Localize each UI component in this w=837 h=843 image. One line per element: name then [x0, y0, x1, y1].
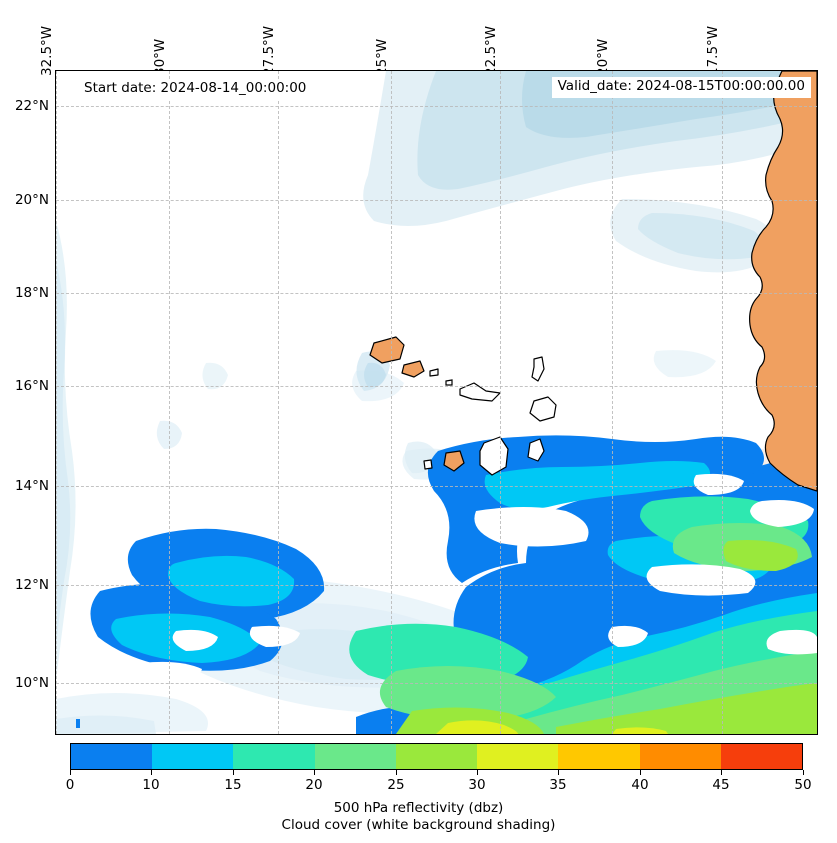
colorbar[interactable]: [70, 743, 803, 770]
colorbar-tick-label: 45: [712, 777, 730, 793]
colorbar-tick: [558, 770, 559, 775]
y-tick-mark: [55, 293, 56, 294]
x-tick-mark: [722, 70, 723, 71]
gridline-horizontal: [56, 293, 817, 294]
x-tick-mark: [278, 70, 279, 71]
gridline-vertical: [56, 71, 57, 734]
map-plot-area: [56, 71, 817, 734]
reflectivity-field: [76, 435, 817, 734]
y-tick-mark: [55, 683, 56, 684]
x-tick-label: 32.5°W: [39, 25, 55, 76]
y-tick-mark: [55, 386, 56, 387]
y-tick-label: 20°N: [14, 192, 49, 208]
colorbar-tick: [70, 770, 71, 775]
colorbar-tick: [396, 770, 397, 775]
y-tick-mark: [55, 486, 56, 487]
map-graphic: [56, 71, 817, 734]
colorbar-tick-labels: 0 10 15 20 25 30 35 40 45 50: [0, 777, 837, 797]
x-tick-mark: [169, 70, 170, 71]
colorbar-tick-label: 0: [65, 777, 75, 793]
colorbar-tick: [314, 770, 315, 775]
colorbar-tick: [721, 770, 722, 775]
start-date-annotation: Start date: 2024-08-14_00:00:00: [78, 79, 313, 100]
map-axes[interactable]: Start date: 2024-08-14_00:00:00 Valid_da…: [55, 70, 818, 735]
y-tick-label: 16°N: [14, 378, 49, 394]
colorbar-segment-15-20: [233, 744, 315, 769]
gridline-vertical: [169, 71, 170, 734]
valid-date-annotation: Valid_date: 2024-08-15T00:00:00.00: [551, 77, 811, 98]
colorbar-tick-label: 40: [631, 777, 649, 793]
colorbar-tick: [640, 770, 641, 775]
x-tick-mark: [391, 70, 392, 71]
gridline-vertical: [612, 71, 613, 734]
colorbar-segment-30-35: [477, 744, 559, 769]
colorbar-tick-label: 25: [387, 777, 405, 793]
y-tick-mark: [55, 200, 56, 201]
gridline-vertical: [391, 71, 392, 734]
y-tick-label: 12°N: [14, 577, 49, 593]
colorbar-tick-label: 35: [549, 777, 567, 793]
colorbar-tick-marks: [70, 770, 804, 776]
colorbar-caption-line-1: 500 hPa reflectivity (dbz): [333, 800, 504, 816]
colorbar-tick: [803, 770, 804, 775]
colorbar-segment-25-30: [395, 744, 478, 769]
gridline-vertical: [500, 71, 501, 734]
colorbar-tick: [233, 770, 234, 775]
x-tick-mark: [56, 70, 57, 71]
colorbar-tick-label: 30: [468, 777, 486, 793]
colorbar-caption-line-2: Cloud cover (white background shading): [281, 817, 556, 833]
gridline-horizontal: [56, 585, 817, 586]
colorbar-caption: 500 hPa reflectivity (dbz) Cloud cover (…: [0, 800, 837, 834]
colorbar-segment-20-25: [314, 744, 396, 769]
y-tick-label: 14°N: [14, 478, 49, 494]
colorbar-segment-0-10: [71, 744, 153, 769]
colorbar-segment-40-45: [639, 744, 721, 769]
gridline-horizontal: [56, 386, 817, 387]
y-tick-mark: [55, 585, 56, 586]
colorbar-tick: [477, 770, 478, 775]
colorbar-segment-10-15: [152, 744, 234, 769]
gridline-vertical: [722, 71, 723, 734]
x-tick-label: 22.5°W: [483, 25, 499, 76]
colorbar-tick-label: 50: [794, 777, 812, 793]
colorbar-tick: [151, 770, 152, 775]
y-tick-label: 10°N: [14, 675, 49, 691]
colorbar-segment-35-40: [558, 744, 640, 769]
x-tick-mark: [500, 70, 501, 71]
gridline-vertical: [278, 71, 279, 734]
colorbar-tick-label: 10: [142, 777, 160, 793]
x-tick-label: 27.5°W: [261, 25, 277, 76]
y-tick-mark: [55, 106, 56, 107]
gridline-horizontal: [56, 200, 817, 201]
y-tick-label: 22°N: [14, 98, 49, 114]
gridline-horizontal: [56, 486, 817, 487]
y-tick-label: 18°N: [14, 285, 49, 301]
gridline-horizontal: [56, 683, 817, 684]
colorbar-tick-label: 15: [224, 777, 242, 793]
gridline-horizontal: [56, 106, 817, 107]
x-tick-label: 17.5°W: [705, 25, 721, 76]
colorbar-segment-45-50: [720, 744, 802, 769]
x-tick-mark: [612, 70, 613, 71]
colorbar-tick-label: 20: [305, 777, 323, 793]
